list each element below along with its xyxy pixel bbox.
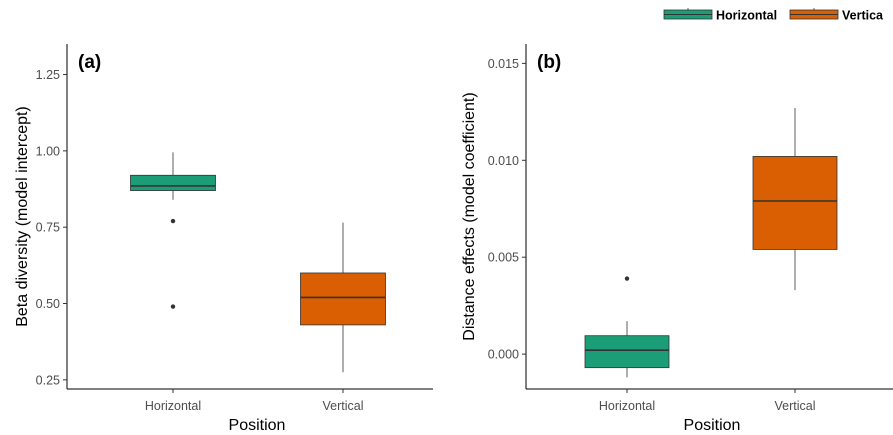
y-axis-title: Beta diversity (model intercept) <box>14 106 31 327</box>
y-tick-label: 0.000 <box>488 348 519 362</box>
legend-label: Horizontal <box>716 9 777 23</box>
legend-item: Vertica <box>789 8 884 23</box>
box-body <box>752 156 838 250</box>
y-tick-label: 0.25 <box>36 373 60 387</box>
y-tick-label: 0.50 <box>36 297 60 311</box>
x-tick-label: Horizontal <box>145 399 201 413</box>
box-body <box>130 174 216 191</box>
x-axis-title: Position <box>229 417 286 434</box>
box-vertical <box>300 222 386 373</box>
outlier-point <box>170 304 176 309</box>
y-tick-label: 0.015 <box>488 57 519 71</box>
box-horizontal <box>584 276 670 378</box>
x-tick-label: Vertical <box>775 399 816 413</box>
panel-a: 0.25 0.50 0.75 1.00 1.25 Horizontal Vertical (a… <box>14 44 433 434</box>
legend-label: Vertica <box>842 9 884 23</box>
y-axis-title: Distance effects (model coefficient) <box>461 92 478 340</box>
panel-label: (b) <box>537 52 561 73</box>
panel-label: (a) <box>78 52 101 73</box>
legend-item: Horizontal <box>663 8 777 23</box>
outlier-point <box>170 218 176 224</box>
panel-b: 0.000 0.005 0.010 0.015 Horizontal Vertical (b… <box>461 44 893 434</box>
x-axis-title: Position <box>684 417 741 434</box>
y-tick-label: 0.005 <box>488 251 519 265</box>
box-body <box>300 272 386 326</box>
box-horizontal <box>130 152 216 309</box>
box-vertical <box>752 107 838 291</box>
x-tick-label: Vertical <box>323 399 364 413</box>
y-tick-label: 1.25 <box>36 68 60 82</box>
x-tick-label: Horizontal <box>599 399 655 413</box>
outlier-point <box>624 276 630 281</box>
y-tick-label: 0.010 <box>488 154 519 168</box>
box-body <box>584 335 670 369</box>
y-tick-label: 1.00 <box>36 144 60 158</box>
legend: Horizontal Vertica <box>663 8 884 23</box>
y-tick-label: 0.75 <box>36 221 60 235</box>
